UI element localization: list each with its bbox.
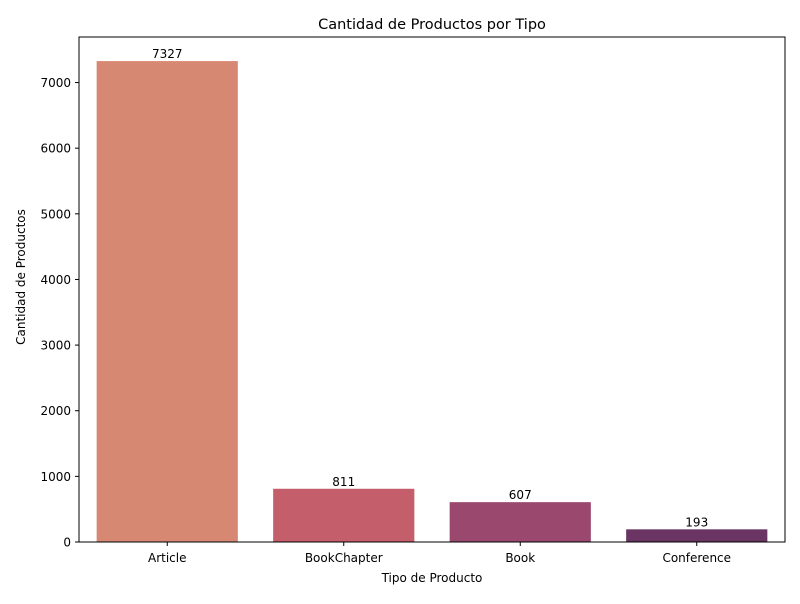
y-axis: 0 1000 2000 3000 4000 5000 6000 7000: [40, 76, 79, 550]
bar-value-label: 193: [685, 515, 708, 529]
bar-value-label: 7327: [152, 47, 183, 61]
y-tick-label: 6000: [40, 142, 71, 156]
x-axis: Article BookChapter Book Conference: [148, 542, 731, 565]
y-tick-label: 7000: [40, 76, 71, 90]
bar-bookchapter: [273, 488, 415, 542]
bar-book: [449, 502, 591, 542]
y-axis-label: Cantidad de Productos: [14, 209, 28, 345]
y-tick-label: 0: [63, 536, 71, 550]
bar-article: [96, 61, 238, 542]
y-tick-label: 3000: [40, 339, 71, 353]
x-tick-label: Book: [505, 551, 535, 565]
bar-value-label: 811: [332, 475, 355, 489]
x-tick-label: Article: [148, 551, 187, 565]
bar-value-label: 607: [509, 488, 532, 502]
y-tick-label: 1000: [40, 470, 71, 484]
chart-title: Cantidad de Productos por Tipo: [318, 17, 546, 33]
bar-conference: [626, 529, 768, 542]
x-tick-label: Conference: [662, 551, 731, 565]
y-tick-label: 2000: [40, 404, 71, 418]
y-tick-label: 5000: [40, 207, 71, 221]
y-tick-label: 4000: [40, 273, 71, 287]
bars-group: 7327 811 607 193: [96, 47, 768, 542]
x-axis-label: Tipo de Producto: [381, 571, 483, 585]
plot-frame: [78, 36, 786, 543]
x-tick-label: BookChapter: [305, 551, 383, 565]
